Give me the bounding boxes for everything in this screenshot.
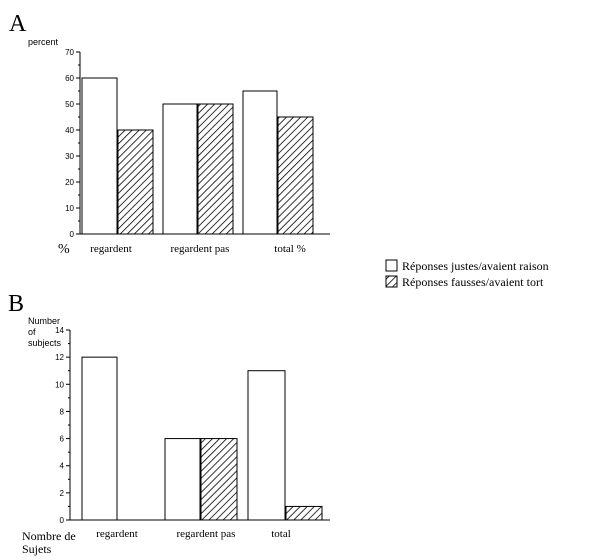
chart-a: 0 10 20 30 40 50 60 70 regardent regardent pas tot… [65,48,330,255]
y-tick-label: 6 [60,435,65,444]
x-category-label: regardent pas [171,243,230,255]
panel-b-ylabel-line2: of [28,327,36,337]
bar-correct [81,356,118,521]
y-tick-label: 4 [60,462,65,471]
panel-b-ylabel-line3: subjects [28,338,62,348]
bar-correct [162,103,198,235]
y-tick-label: 10 [55,380,64,389]
y-tick-label: 50 [65,100,74,109]
bar-wrong [197,103,234,235]
legend-swatch-correct [385,259,398,272]
y-tick-label: 2 [60,489,65,498]
y-tick-label: 60 [65,74,74,83]
legend-label-correct: Réponses justes/avaient raison [402,259,549,273]
panel-a-ylabel: percent [28,37,59,47]
y-tick-label: 0 [60,516,65,525]
bar-wrong [285,505,323,521]
panel-a-xlabel: % [58,242,70,257]
y-tick-label: 8 [60,407,65,416]
bar-wrong [277,116,314,235]
y-tick-label: 20 [65,178,74,187]
x-category-label: regardent [96,528,138,540]
bar-correct [247,370,286,521]
legend-swatch-wrong [385,275,398,288]
y-tick-label: 0 [70,230,75,239]
bar-correct [242,90,278,235]
panel-a-label: A [9,11,27,37]
chart-b: 0 2 4 6 8 10 12 14 regardent regardent pas total [55,326,330,540]
y-tick-label: 40 [65,126,74,135]
bar-wrong [117,129,154,235]
y-tick-label: 10 [65,204,74,213]
bar-correct [164,438,201,521]
x-category-label: total % [274,243,305,255]
panel-b-label: B [8,291,24,317]
panel-b-xlabel-line2: Sujets [22,542,52,556]
y-tick-label: 14 [55,326,64,335]
x-category-label: regardent pas [177,528,236,540]
x-category-label: total [271,528,291,540]
panel-b-xlabel-line1: Nombre de [22,529,76,543]
y-tick-label: 70 [65,48,74,57]
legend: Réponses justes/avaient raison Réponses … [385,259,549,289]
bar-correct [81,77,118,235]
y-tick-label: 12 [55,353,64,362]
panel-b-ylabel-line1: Number [28,316,60,326]
y-tick-label: 30 [65,152,74,161]
x-category-label: regardent [90,243,132,255]
bar-wrong [200,438,238,521]
legend-label-wrong: Réponses fausses/avaient tort [402,275,544,289]
